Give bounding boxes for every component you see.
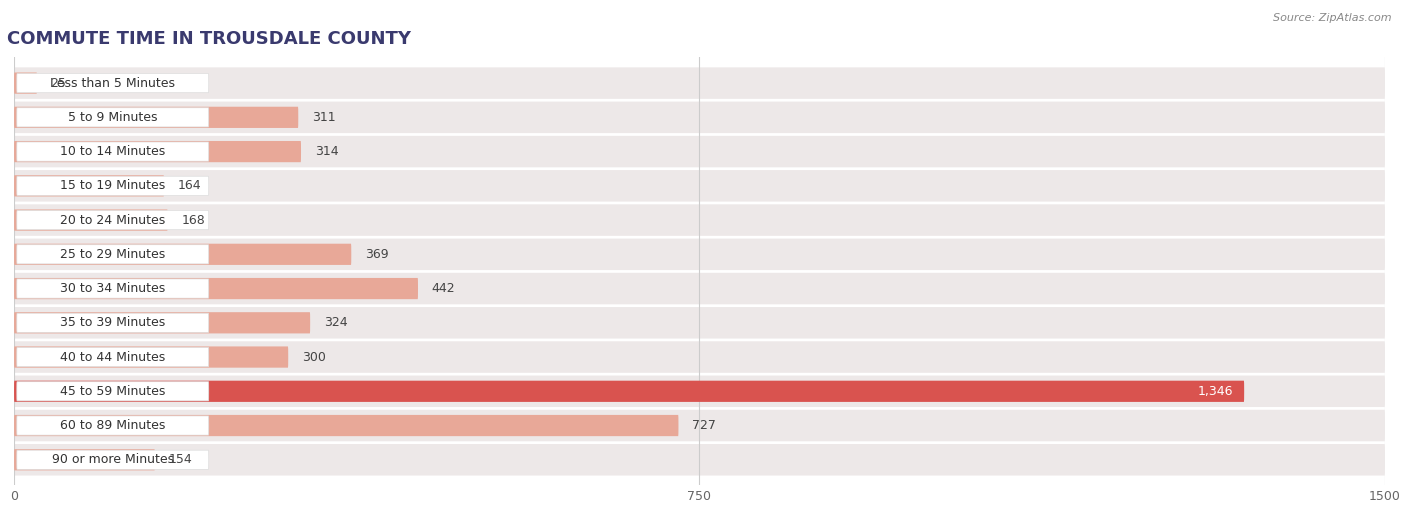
- Text: Less than 5 Minutes: Less than 5 Minutes: [51, 77, 176, 90]
- FancyBboxPatch shape: [17, 245, 208, 264]
- FancyBboxPatch shape: [17, 74, 208, 93]
- Text: 154: 154: [169, 453, 193, 466]
- Text: 30 to 34 Minutes: 30 to 34 Minutes: [60, 282, 166, 295]
- Text: 60 to 89 Minutes: 60 to 89 Minutes: [60, 419, 166, 432]
- FancyBboxPatch shape: [17, 450, 208, 469]
- FancyBboxPatch shape: [17, 210, 208, 230]
- FancyBboxPatch shape: [14, 244, 352, 265]
- Text: 25 to 29 Minutes: 25 to 29 Minutes: [60, 248, 166, 261]
- Text: 369: 369: [366, 248, 388, 261]
- Text: 10 to 14 Minutes: 10 to 14 Minutes: [60, 145, 166, 158]
- Text: 164: 164: [177, 180, 201, 192]
- FancyBboxPatch shape: [14, 141, 301, 162]
- Text: Source: ZipAtlas.com: Source: ZipAtlas.com: [1274, 13, 1392, 23]
- FancyBboxPatch shape: [14, 278, 418, 299]
- Text: 324: 324: [323, 316, 347, 329]
- Text: 300: 300: [302, 351, 326, 363]
- FancyBboxPatch shape: [14, 136, 1385, 168]
- FancyBboxPatch shape: [17, 279, 208, 298]
- FancyBboxPatch shape: [14, 73, 37, 94]
- FancyBboxPatch shape: [14, 175, 165, 196]
- Text: 727: 727: [692, 419, 716, 432]
- FancyBboxPatch shape: [14, 375, 1385, 407]
- FancyBboxPatch shape: [17, 176, 208, 195]
- Text: 168: 168: [181, 213, 205, 227]
- Text: 25: 25: [51, 77, 66, 90]
- Text: 442: 442: [432, 282, 456, 295]
- FancyBboxPatch shape: [17, 348, 208, 366]
- FancyBboxPatch shape: [17, 382, 208, 401]
- FancyBboxPatch shape: [14, 170, 1385, 201]
- Text: 35 to 39 Minutes: 35 to 39 Minutes: [60, 316, 166, 329]
- FancyBboxPatch shape: [17, 142, 208, 161]
- Text: 5 to 9 Minutes: 5 to 9 Minutes: [67, 111, 157, 124]
- FancyBboxPatch shape: [14, 209, 167, 231]
- FancyBboxPatch shape: [14, 312, 311, 334]
- Text: 311: 311: [312, 111, 336, 124]
- Text: COMMUTE TIME IN TROUSDALE COUNTY: COMMUTE TIME IN TROUSDALE COUNTY: [7, 30, 411, 48]
- FancyBboxPatch shape: [14, 410, 1385, 441]
- Text: 90 or more Minutes: 90 or more Minutes: [52, 453, 174, 466]
- FancyBboxPatch shape: [14, 102, 1385, 133]
- FancyBboxPatch shape: [14, 381, 1244, 402]
- Text: 40 to 44 Minutes: 40 to 44 Minutes: [60, 351, 166, 363]
- Text: 15 to 19 Minutes: 15 to 19 Minutes: [60, 180, 166, 192]
- FancyBboxPatch shape: [14, 341, 1385, 373]
- FancyBboxPatch shape: [14, 204, 1385, 236]
- FancyBboxPatch shape: [17, 416, 208, 435]
- FancyBboxPatch shape: [14, 106, 298, 128]
- FancyBboxPatch shape: [17, 313, 208, 333]
- Text: 1,346: 1,346: [1198, 385, 1233, 398]
- FancyBboxPatch shape: [17, 108, 208, 127]
- FancyBboxPatch shape: [14, 307, 1385, 339]
- FancyBboxPatch shape: [14, 444, 1385, 476]
- FancyBboxPatch shape: [14, 347, 288, 367]
- FancyBboxPatch shape: [14, 415, 679, 436]
- FancyBboxPatch shape: [14, 449, 155, 470]
- Text: 314: 314: [315, 145, 339, 158]
- FancyBboxPatch shape: [14, 239, 1385, 270]
- Text: 20 to 24 Minutes: 20 to 24 Minutes: [60, 213, 166, 227]
- FancyBboxPatch shape: [14, 273, 1385, 304]
- FancyBboxPatch shape: [14, 67, 1385, 99]
- Text: 45 to 59 Minutes: 45 to 59 Minutes: [60, 385, 166, 398]
